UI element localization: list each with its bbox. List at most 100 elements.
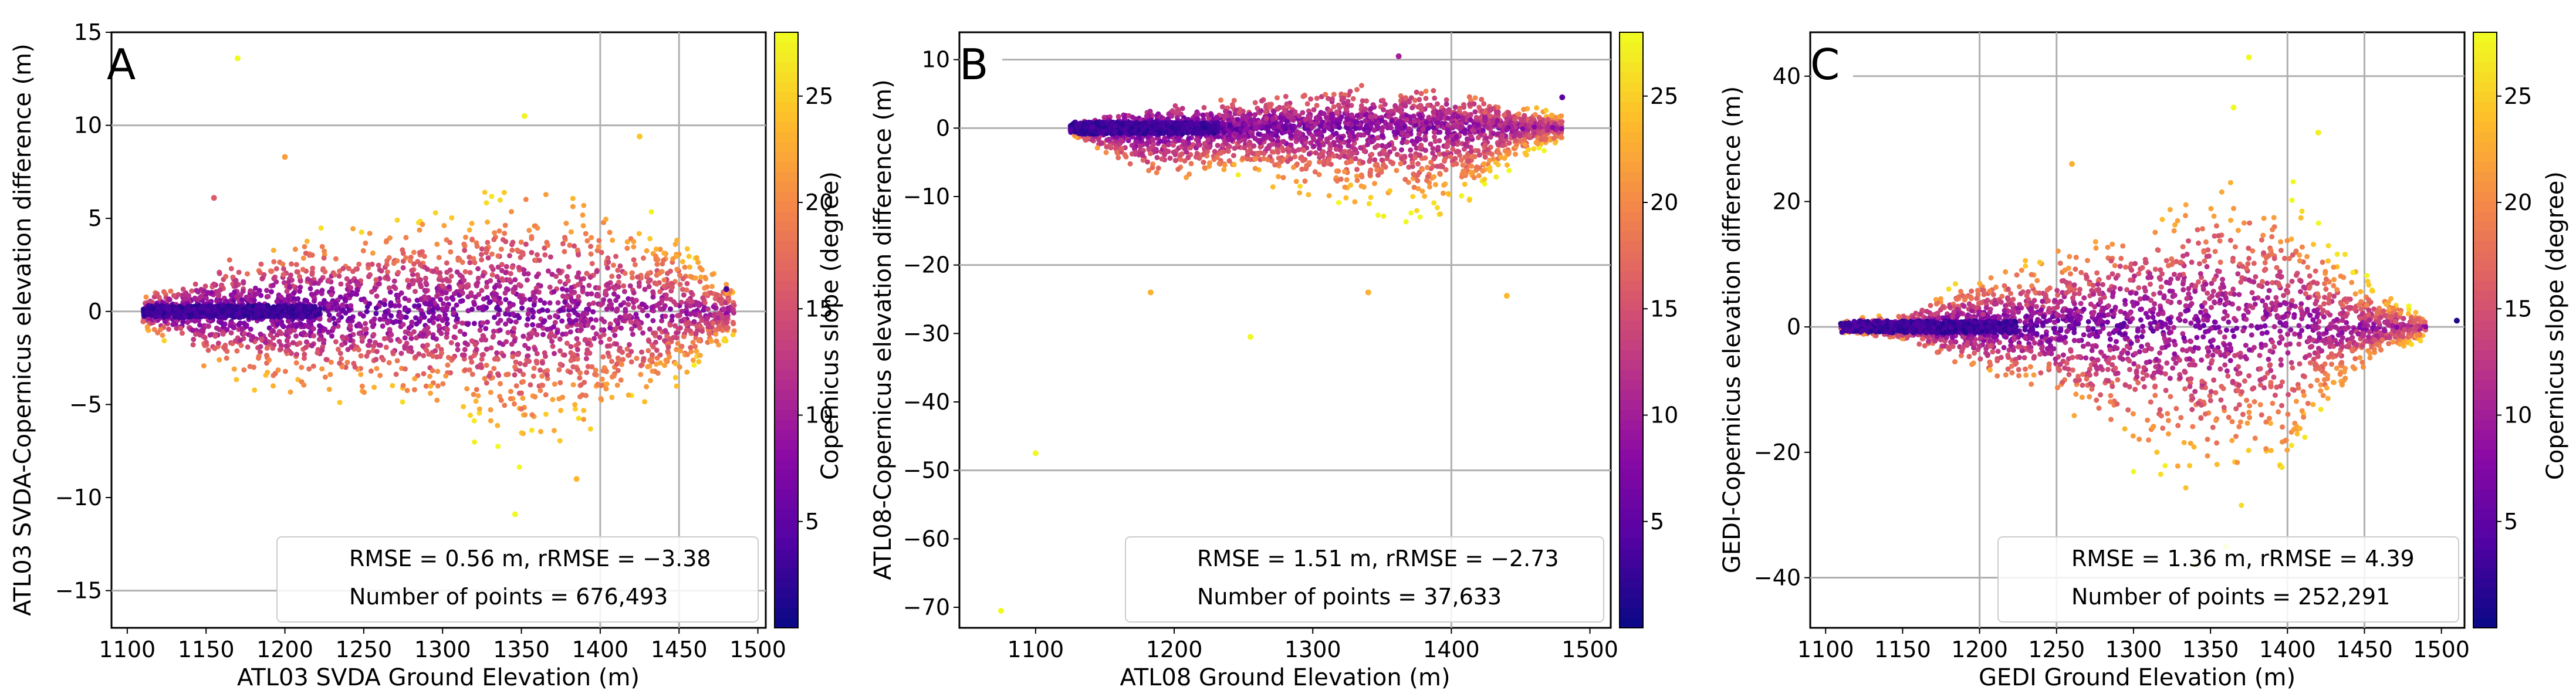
scatter-point xyxy=(529,412,535,418)
scatter-point xyxy=(709,272,715,278)
x-axis-label-a: ATL03 SVDA Ground Elevation (m) xyxy=(237,664,640,691)
scatter-point xyxy=(1175,167,1181,172)
scatter-point xyxy=(627,313,633,319)
scatter-point xyxy=(374,349,380,354)
scatter-point xyxy=(264,345,270,351)
scatter-point xyxy=(1115,155,1121,161)
scatter-point xyxy=(534,359,540,364)
scatter-point xyxy=(339,342,344,348)
scatter-point xyxy=(371,384,377,390)
scatter-point xyxy=(310,363,316,369)
scatter-point xyxy=(484,305,489,310)
colorbar-segment xyxy=(775,191,798,202)
scatter-point xyxy=(722,300,728,306)
scatter-point xyxy=(426,309,432,315)
scatter-point xyxy=(1314,96,1320,102)
scatter-point xyxy=(329,292,334,297)
scatter-point xyxy=(557,307,563,313)
scatter-point xyxy=(583,231,589,236)
scatter-point xyxy=(705,321,711,327)
scatter-point xyxy=(322,248,327,254)
scatter-point xyxy=(692,344,698,350)
scatter-point xyxy=(498,300,503,306)
scatter-point xyxy=(484,200,489,206)
scatter-point xyxy=(454,316,460,322)
scatter-point xyxy=(650,368,655,374)
scatter-point xyxy=(1299,166,1305,172)
scatter-point xyxy=(303,344,309,350)
scatter-point xyxy=(695,259,701,265)
scatter-point xyxy=(557,336,563,342)
scatter-point xyxy=(256,311,262,317)
scatter-point xyxy=(705,306,711,312)
scatter-point xyxy=(348,303,354,309)
scatter-point xyxy=(509,341,515,347)
scatter-point xyxy=(486,373,492,379)
scatter-point xyxy=(443,373,449,379)
scatter-point xyxy=(424,266,430,272)
scatter-point xyxy=(247,364,253,370)
scatter-point xyxy=(286,284,292,290)
scatter-point xyxy=(697,353,703,359)
scatter-point xyxy=(373,305,379,311)
scatter-point xyxy=(532,295,538,301)
scatter-point xyxy=(633,297,639,303)
scatter-point xyxy=(555,300,561,306)
scatter-point xyxy=(371,316,377,322)
scatter-point xyxy=(377,373,383,378)
scatter-point xyxy=(245,271,250,277)
scatter-point xyxy=(587,426,593,432)
scatter-point xyxy=(448,249,454,255)
scatter-point xyxy=(612,327,618,333)
scatter-point xyxy=(402,307,408,312)
scatter-point xyxy=(466,254,472,260)
scatter-point xyxy=(588,251,594,257)
scatter-point xyxy=(648,209,654,215)
scatter-point xyxy=(484,363,489,368)
scatter-point xyxy=(1410,194,1416,199)
colorbar-segment xyxy=(775,439,798,450)
scatter-point xyxy=(354,288,360,293)
scatter-point xyxy=(644,313,650,319)
scatter-point xyxy=(497,327,503,333)
scatter-point xyxy=(1194,151,1200,156)
scatter-point xyxy=(562,249,567,255)
scatter-point xyxy=(306,252,312,258)
scatter-point xyxy=(507,303,513,309)
scatter-point xyxy=(611,373,617,379)
scatter-point xyxy=(271,259,277,265)
scatter-point xyxy=(1094,145,1100,151)
scatter-point xyxy=(690,357,696,363)
scatter-point xyxy=(371,343,377,349)
scatter-point xyxy=(269,313,275,319)
scatter-point xyxy=(631,244,637,250)
y-tick-label: 5 xyxy=(88,205,102,231)
scatter-point xyxy=(370,323,376,329)
scatter-point xyxy=(511,289,516,295)
scatter-point xyxy=(346,266,351,272)
scatter-point xyxy=(197,322,202,328)
scatter-point xyxy=(367,272,373,278)
scatter-point xyxy=(190,327,195,333)
scatter-point xyxy=(479,356,485,362)
colorbar-segment xyxy=(775,548,798,559)
scatter-point xyxy=(694,255,699,261)
scatter-point xyxy=(650,289,656,295)
scatter-point xyxy=(386,285,392,291)
scatter-point xyxy=(495,356,501,362)
scatter-point xyxy=(270,346,276,351)
scatter-point xyxy=(639,349,644,355)
scatter-point xyxy=(1409,105,1415,111)
scatter-point xyxy=(574,336,580,341)
scatter-point xyxy=(551,324,557,330)
scatter-point xyxy=(684,369,690,375)
scatter-point xyxy=(587,275,593,280)
scatter-point xyxy=(586,302,592,307)
scatter-point xyxy=(364,309,370,315)
scatter-point xyxy=(512,372,518,378)
scatter-point xyxy=(665,270,670,276)
scatter-point xyxy=(550,343,556,349)
scatter-point xyxy=(557,348,563,354)
scatter-point xyxy=(515,351,521,357)
scatter-point xyxy=(654,361,659,367)
